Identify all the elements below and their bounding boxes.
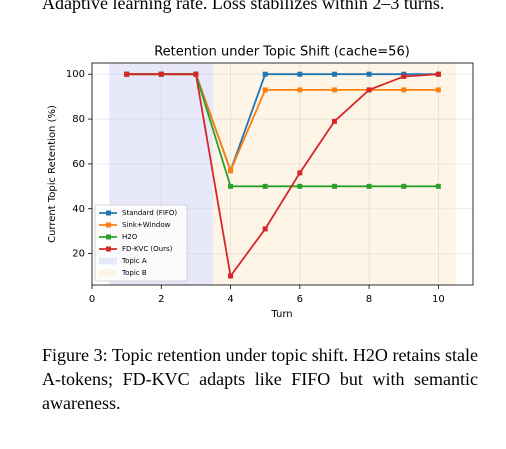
y-tick-label: 80: [72, 114, 85, 125]
legend-marker: [106, 222, 111, 228]
point-marker: [435, 87, 441, 93]
y-tick-label: 60: [72, 159, 85, 170]
x-axis-label: Turn: [270, 309, 292, 320]
point-marker: [262, 183, 268, 189]
legend-label: Sink+Window: [122, 221, 171, 229]
point-marker: [193, 71, 199, 77]
y-axis-label: Current Topic Retention (%): [47, 105, 58, 243]
point-marker: [401, 73, 407, 79]
legend-patch: [99, 269, 117, 277]
body-text: Adaptive learning rate. Loss stabilizes …: [42, 0, 445, 13]
legend-label: Topic B: [121, 269, 147, 277]
point-marker: [435, 183, 441, 189]
legend-box: [94, 204, 188, 282]
point-marker: [331, 118, 337, 124]
caption: Figure 3: Topic retention under topic sh…: [42, 345, 478, 413]
point-marker: [331, 71, 337, 77]
legend-marker: [106, 246, 111, 252]
y-tick-label: 40: [72, 204, 85, 215]
point-marker: [331, 183, 337, 189]
y-tick-label: 100: [66, 69, 85, 80]
point-marker: [297, 87, 303, 93]
x-tick-label: 2: [158, 294, 164, 305]
point-marker: [297, 71, 303, 77]
point-marker: [124, 71, 130, 77]
point-marker: [401, 183, 407, 189]
point-marker: [435, 71, 441, 77]
legend-label: Standard (FIFO): [122, 209, 177, 217]
point-marker: [228, 273, 234, 279]
point-marker: [228, 183, 234, 189]
legend-label: H2O: [122, 233, 138, 241]
point-marker: [297, 183, 303, 189]
x-tick-label: 8: [366, 294, 372, 305]
x-tick-label: 0: [89, 294, 95, 305]
x-tick-label: 6: [297, 294, 303, 305]
y-tick-label: 20: [72, 249, 85, 260]
legend-label: FD-KVC (Ours): [122, 245, 173, 253]
point-marker: [297, 170, 303, 176]
point-marker: [331, 87, 337, 93]
legend-marker: [106, 210, 111, 216]
point-marker: [228, 168, 234, 174]
series-line: [126, 73, 439, 279]
point-marker: [366, 71, 372, 77]
chart-title: Retention under Topic Shift (cache=56): [154, 45, 410, 60]
legend-label: Topic A: [121, 257, 147, 265]
point-marker: [401, 87, 407, 93]
point-marker: [262, 71, 268, 77]
point-marker: [366, 183, 372, 189]
topic-span: [213, 63, 456, 285]
point-marker: [366, 87, 372, 93]
legend-marker: [106, 234, 111, 240]
plot-frame: [91, 62, 474, 286]
point-marker: [158, 71, 164, 77]
x-tick-label: 10: [432, 294, 445, 305]
x-tick-label: 4: [227, 294, 233, 305]
point-marker: [262, 87, 268, 93]
legend-patch: [99, 257, 117, 265]
point-marker: [262, 226, 268, 232]
chart: Retention under Topic Shift (cache=56) T…: [47, 45, 474, 320]
